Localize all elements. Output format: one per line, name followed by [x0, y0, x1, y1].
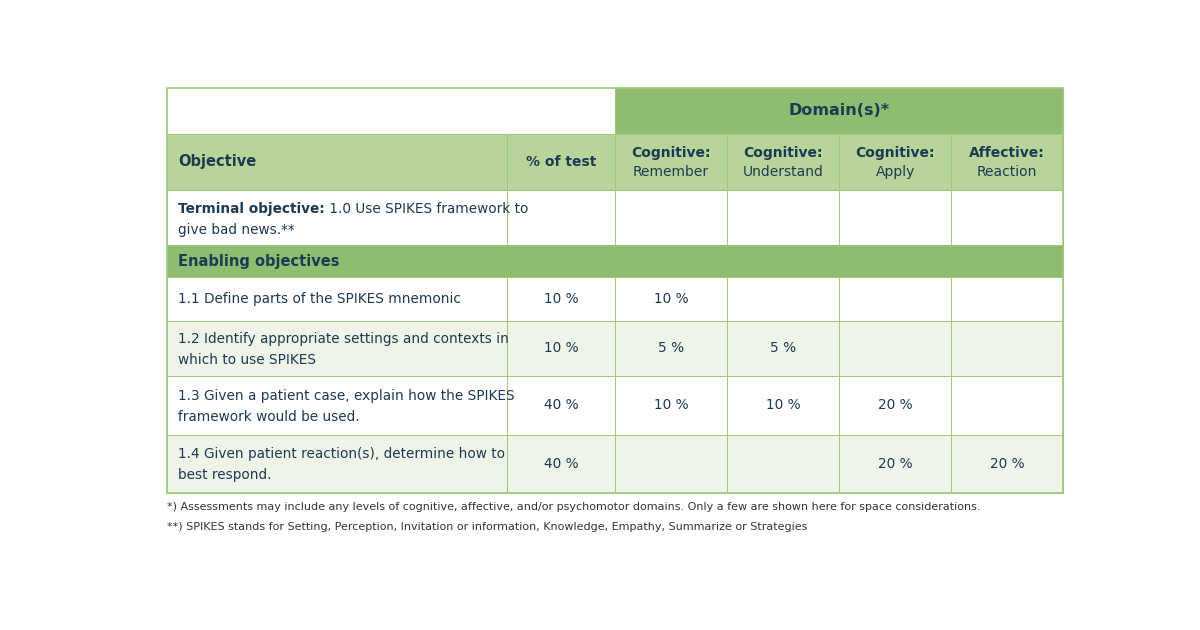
- Bar: [167, 88, 508, 134]
- Bar: [508, 376, 616, 435]
- Text: Enabling objectives: Enabling objectives: [178, 254, 340, 268]
- Text: which to use SPIKES: which to use SPIKES: [178, 353, 316, 367]
- Text: 20 %: 20 %: [878, 398, 912, 413]
- Bar: [616, 88, 1063, 134]
- Bar: [616, 190, 727, 245]
- Bar: [839, 376, 952, 435]
- Bar: [508, 134, 616, 190]
- Text: 1.1 Define parts of the SPIKES mnemonic: 1.1 Define parts of the SPIKES mnemonic: [178, 292, 461, 306]
- Bar: [839, 435, 952, 493]
- Text: 1.0 Use SPIKES framework to: 1.0 Use SPIKES framework to: [324, 202, 528, 216]
- Bar: [952, 321, 1063, 376]
- Text: 10 %: 10 %: [766, 398, 800, 413]
- Text: Apply: Apply: [876, 165, 914, 179]
- Bar: [952, 190, 1063, 245]
- Text: Terminal objective:: Terminal objective:: [178, 202, 324, 216]
- Text: 1.4 Given patient reaction(s), determine how to: 1.4 Given patient reaction(s), determine…: [178, 447, 505, 461]
- Bar: [727, 134, 839, 190]
- Text: 20 %: 20 %: [990, 457, 1025, 471]
- Bar: [508, 321, 616, 376]
- Bar: [508, 277, 616, 321]
- Bar: [839, 190, 952, 245]
- Text: Reaction: Reaction: [977, 165, 1038, 179]
- Text: **) SPIKES stands for Setting, Perception, Invitation or information, Knowledge,: **) SPIKES stands for Setting, Perceptio…: [167, 522, 808, 532]
- Bar: [727, 321, 839, 376]
- Bar: [616, 134, 727, 190]
- Bar: [508, 435, 616, 493]
- Text: Remember: Remember: [632, 165, 709, 179]
- Bar: [508, 190, 616, 245]
- Text: 5 %: 5 %: [658, 341, 684, 355]
- Text: % of test: % of test: [526, 155, 596, 169]
- Bar: [167, 435, 508, 493]
- Text: 5 %: 5 %: [770, 341, 796, 355]
- Text: 40 %: 40 %: [544, 457, 578, 471]
- Text: Affective:: Affective:: [970, 146, 1045, 160]
- Bar: [839, 134, 952, 190]
- Text: 1.2 Identify appropriate settings and contexts in: 1.2 Identify appropriate settings and co…: [178, 332, 509, 346]
- Bar: [167, 321, 508, 376]
- Bar: [952, 134, 1063, 190]
- Bar: [167, 88, 1063, 493]
- Bar: [616, 376, 727, 435]
- Bar: [616, 321, 727, 376]
- Text: framework would be used.: framework would be used.: [178, 410, 360, 424]
- Text: 10 %: 10 %: [654, 292, 689, 306]
- Bar: [616, 277, 727, 321]
- Text: Cognitive:: Cognitive:: [856, 146, 935, 160]
- Bar: [952, 435, 1063, 493]
- Bar: [952, 376, 1063, 435]
- Bar: [727, 190, 839, 245]
- Text: give bad news.**: give bad news.**: [178, 223, 294, 237]
- Bar: [167, 134, 508, 190]
- Bar: [839, 321, 952, 376]
- Bar: [167, 277, 508, 321]
- Text: Cognitive:: Cognitive:: [743, 146, 823, 160]
- Bar: [508, 88, 616, 134]
- Text: Domain(s)*: Domain(s)*: [788, 103, 889, 118]
- Bar: [839, 277, 952, 321]
- Text: Cognitive:: Cognitive:: [631, 146, 710, 160]
- Bar: [167, 246, 1063, 277]
- Text: 20 %: 20 %: [878, 457, 912, 471]
- Text: 1.3 Given a patient case, explain how the SPIKES: 1.3 Given a patient case, explain how th…: [178, 389, 515, 403]
- Bar: [727, 277, 839, 321]
- Bar: [616, 435, 727, 493]
- Text: 10 %: 10 %: [544, 292, 578, 306]
- Bar: [167, 376, 508, 435]
- Bar: [727, 435, 839, 493]
- Text: *) Assessments may include any levels of cognitive, affective, and/or psychomoto: *) Assessments may include any levels of…: [167, 501, 980, 512]
- Bar: [952, 277, 1063, 321]
- Text: Objective: Objective: [178, 154, 256, 169]
- Text: 10 %: 10 %: [544, 341, 578, 355]
- Text: best respond.: best respond.: [178, 468, 271, 483]
- Text: Understand: Understand: [743, 165, 823, 179]
- Text: 40 %: 40 %: [544, 398, 578, 413]
- Bar: [727, 376, 839, 435]
- Text: 10 %: 10 %: [654, 398, 689, 413]
- Bar: [167, 190, 508, 245]
